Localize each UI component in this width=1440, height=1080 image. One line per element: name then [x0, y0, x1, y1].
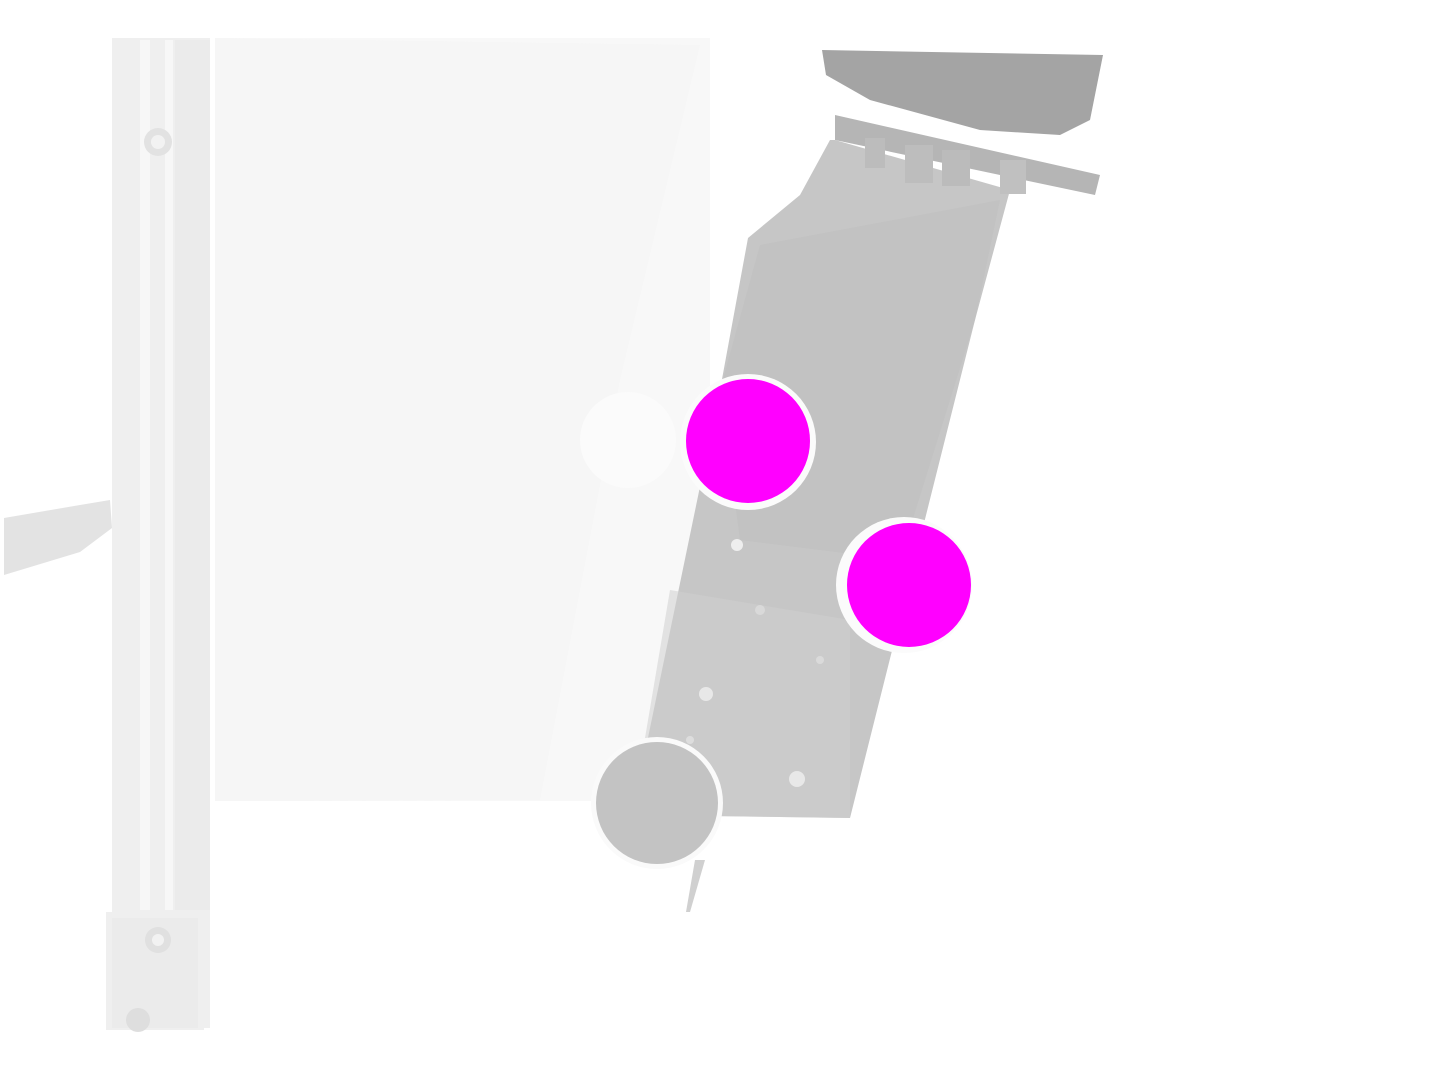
frame-bolt-top-ring: [151, 135, 165, 149]
arm-bracket-tooth-4: [1000, 160, 1026, 194]
arm-speckle-4: [816, 656, 824, 664]
arm-bracket-tooth-3: [942, 150, 970, 186]
round-foot: [596, 742, 718, 864]
arm-bracket-tooth-1: [865, 138, 885, 168]
arm-bracket-tooth-2: [905, 145, 933, 183]
frame-rail-groove-left: [140, 40, 150, 910]
arm-top-cap: [822, 50, 1103, 135]
marker-upper: [686, 379, 810, 503]
arm-speckle-2: [789, 771, 805, 787]
round-foot-stem: [686, 860, 705, 912]
frame-rail-groove-right: [165, 40, 173, 910]
frame-bolt-bottom: [126, 1008, 150, 1032]
background-wall-shadow: [215, 38, 700, 801]
left-post: [4, 500, 112, 575]
arm-speckle-1: [699, 687, 713, 701]
frame-rail-inner: [175, 40, 210, 910]
frame-bolt-mid-ring: [152, 934, 164, 946]
marker-lower: [847, 523, 971, 647]
arm-hole: [731, 539, 743, 551]
arm-speckle-3: [755, 605, 765, 615]
side-cylinder: [580, 392, 676, 488]
arm-speckle-5: [686, 736, 694, 744]
